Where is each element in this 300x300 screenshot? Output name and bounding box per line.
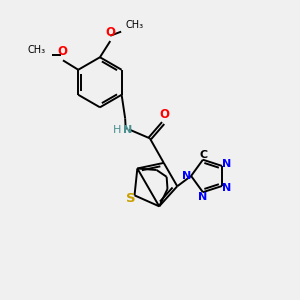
Text: N: N	[222, 183, 231, 193]
Text: O: O	[105, 26, 115, 39]
Text: N: N	[222, 159, 231, 169]
Text: CH₃: CH₃	[28, 45, 46, 55]
Text: N: N	[182, 171, 192, 181]
Text: O: O	[159, 108, 169, 121]
Text: CH₃: CH₃	[126, 20, 144, 31]
Text: O: O	[57, 45, 68, 58]
Text: N: N	[198, 192, 207, 202]
Text: S: S	[126, 192, 136, 206]
Text: C: C	[199, 150, 207, 160]
Text: H: H	[113, 124, 122, 134]
Text: N: N	[123, 124, 133, 134]
